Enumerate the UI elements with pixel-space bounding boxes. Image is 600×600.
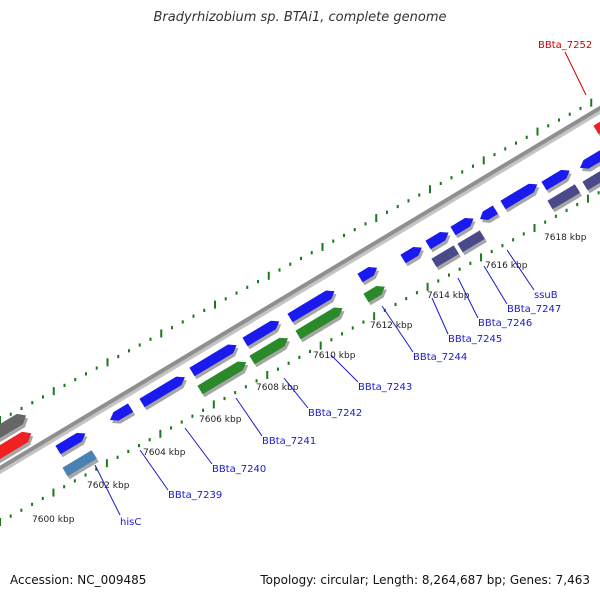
- gene-label-bbta_7239: BBta_7239: [168, 490, 222, 501]
- leader-line: [139, 449, 169, 491]
- gene-label-bbta_7246: BBta_7246: [478, 318, 532, 329]
- gene-feature: [139, 376, 185, 408]
- gene-feature: [62, 450, 97, 477]
- gene-label-bbta_7245: BBta_7245: [448, 334, 502, 345]
- tick-label: 7614 kbp: [427, 291, 470, 301]
- leader-line: [184, 427, 213, 465]
- gene-label-ssub: ssuB: [534, 290, 558, 301]
- gene-feature: [363, 285, 385, 303]
- tick-label: 7602 kbp: [87, 481, 130, 491]
- tick-label: 7606 kbp: [199, 415, 242, 425]
- inner-tick-row: [0, 191, 600, 526]
- genome-backbone: [0, 105, 600, 475]
- gene-feature: [400, 246, 422, 264]
- gene-feature: [500, 183, 538, 210]
- gene-label-bbta_7243: BBta_7243: [358, 382, 412, 393]
- gene-label-bbta_7241: BBta_7241: [262, 436, 316, 447]
- gene-label-bbta_7244: BBta_7244: [413, 352, 467, 363]
- leader-line: [564, 51, 587, 96]
- gene-feature: [357, 267, 378, 283]
- gene-feature: [55, 432, 86, 455]
- tick-label: 7600 kbp: [32, 515, 75, 525]
- gene-label-bbta_7240: BBta_7240: [212, 464, 266, 475]
- gene-feature: [450, 217, 474, 236]
- gene-label-hisc: hisC: [120, 517, 141, 528]
- gene-feature: [110, 403, 134, 421]
- tick-label: 7610 kbp: [313, 351, 356, 361]
- gene-feature: [295, 307, 343, 340]
- leader-line: [506, 249, 535, 291]
- gene-feature: [287, 290, 335, 323]
- gene-feature: [0, 431, 32, 459]
- feature-track: [0, 121, 600, 480]
- tick-label: 7612 kbp: [370, 321, 413, 331]
- gene-feature: [197, 361, 247, 395]
- leader-line: [283, 377, 309, 409]
- leader-line: [94, 464, 121, 516]
- gene-feature: [480, 205, 499, 221]
- leader-line: [457, 277, 479, 319]
- genome-summary-text: Topology: circular; Length: 8,264,687 bp…: [260, 573, 590, 587]
- leader-line: [483, 265, 508, 305]
- gene-feature: [242, 320, 280, 347]
- tick-label: 7604 kbp: [143, 448, 186, 458]
- gene-feature: [431, 245, 459, 268]
- map-title: Bradyrhizobium sp. BTAi1, complete genom…: [153, 10, 447, 25]
- leader-line: [431, 297, 449, 335]
- tick-labels: 7600 kbp 7602 kbp 7604 kbp 7606 kbp 7608 kbp…: [32, 233, 587, 525]
- gene-feature: [547, 184, 581, 210]
- outer-tick-row: [0, 98, 593, 424]
- gene-feature: [541, 169, 570, 191]
- gene-feature: [249, 337, 289, 365]
- tick-label: 7608 kbp: [256, 383, 299, 393]
- gene-feature: [593, 121, 600, 135]
- gene-feature: [582, 171, 600, 191]
- tick-label: 7618 kbp: [544, 233, 587, 243]
- gene-label-bbta_7247: BBta_7247: [507, 304, 561, 315]
- gene-labels: hisC BBta_7239 BBta_7240 BBta_7241 BBta_7242…: [120, 40, 592, 528]
- gene-feature: [457, 230, 485, 253]
- gene-label-leaders: [94, 51, 587, 516]
- accession-text: Accession: NC_009485: [10, 573, 147, 587]
- tick-label: 7616 kbp: [485, 261, 528, 271]
- gene-label-bbta_7242: BBta_7242: [308, 408, 362, 419]
- gene-feature: [425, 231, 449, 250]
- gene-feature: [189, 344, 237, 377]
- leader-line: [330, 354, 359, 383]
- gene-feature: [0, 413, 27, 438]
- gene-label-bbta_7252: BBta_7252: [538, 40, 592, 51]
- leader-line: [381, 305, 414, 353]
- leader-line: [235, 397, 263, 437]
- backbone-line: [0, 105, 600, 471]
- gene-feature: [580, 150, 600, 169]
